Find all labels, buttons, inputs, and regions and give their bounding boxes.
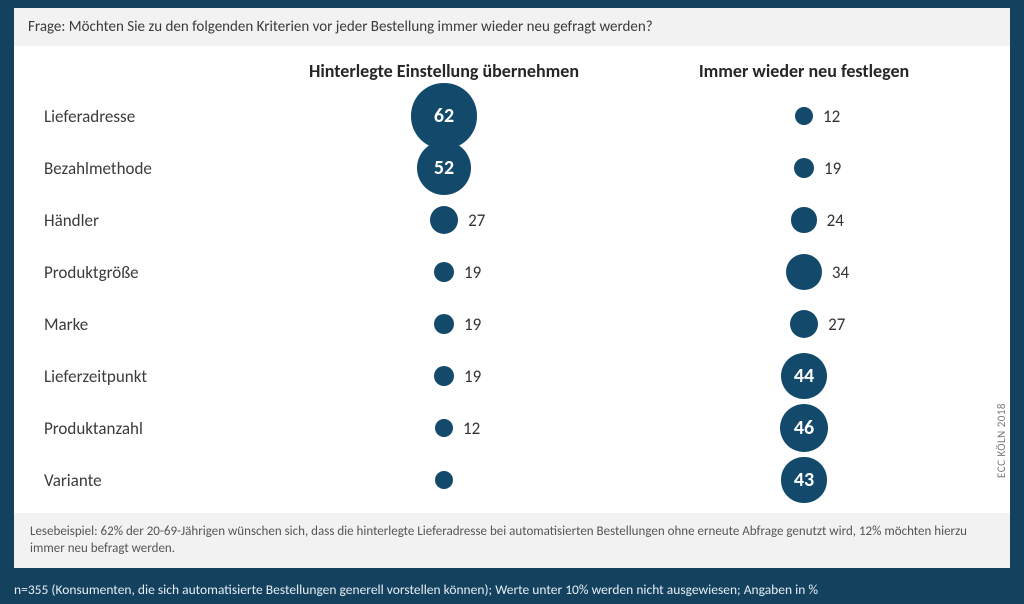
reading-example: Lesebeispiel: 62% der 20-69-Jährigen wün… <box>14 513 1010 568</box>
chart-row: Variante 43 <box>14 454 1010 506</box>
bubble-cell-left: 12 <box>264 419 624 437</box>
category-label: Lieferadresse <box>14 106 264 127</box>
bubble-value: 19 <box>464 262 481 283</box>
bubble: 44 <box>781 353 827 399</box>
chart-panel: Frage: Möchten Sie zu den folgenden Krit… <box>14 8 1010 568</box>
column-header-right: Immer wieder neu festlegen <box>624 60 984 82</box>
bubble <box>794 158 814 178</box>
bubble-value: 46 <box>794 416 814 440</box>
bubble-value: 27 <box>828 314 845 335</box>
column-header-left: Hinterlegte Einstellung übernehmen <box>264 60 624 82</box>
chart-row: Händler 27 24 <box>14 194 1010 246</box>
bubble-value: 27 <box>468 210 485 231</box>
bubble-value: 62 <box>434 104 454 128</box>
category-label: Produktgröße <box>14 262 264 283</box>
bubble: 43 <box>781 457 826 502</box>
bubble <box>790 310 818 338</box>
bubble: 62 <box>411 83 476 148</box>
bubble-cell-left: 27 <box>264 206 624 234</box>
bubble <box>434 366 454 386</box>
bubble-cell-right: 27 <box>624 310 984 338</box>
chart-row: Bezahlmethode 52 19 <box>14 142 1010 194</box>
bubble-cell-left: 19 <box>264 366 624 386</box>
bubble-value: 12 <box>463 418 480 439</box>
bubble-cell-right: 12 <box>624 107 984 125</box>
category-label: Lieferzeitpunkt <box>14 366 264 387</box>
bubble <box>786 254 822 290</box>
bubble <box>434 262 454 282</box>
bubble <box>795 107 813 125</box>
category-label: Händler <box>14 210 264 231</box>
bubble: 52 <box>417 141 472 196</box>
chart-row: Lieferadresse 62 12 <box>14 90 1010 142</box>
bubble: 46 <box>780 404 828 452</box>
bubble <box>435 471 453 489</box>
sample-note: n=355 (Konsumenten, die sich automatisie… <box>14 581 1010 598</box>
bubble-cell-right: 46 <box>624 404 984 452</box>
bubble <box>434 314 454 334</box>
bubble-value: 19 <box>464 314 481 335</box>
bubble <box>430 206 458 234</box>
bubble-cell-right: 43 <box>624 457 984 502</box>
bubble-cell-right: 34 <box>624 254 984 290</box>
bubble-value: 19 <box>824 158 841 179</box>
bubble-value: 43 <box>794 468 814 492</box>
bubble-value: 19 <box>464 366 481 387</box>
source-credit: ECC KÖLN 2018 <box>995 403 1008 478</box>
bubble-value: 34 <box>832 262 849 283</box>
bubble-value: 44 <box>794 364 814 388</box>
bubble-cell-right: 24 <box>624 207 984 232</box>
bubble-cell-left: 19 <box>264 262 624 282</box>
chart-row: Marke 19 27 <box>14 298 1010 350</box>
question-text: Frage: Möchten Sie zu den folgenden Krit… <box>14 8 1010 46</box>
bubble-cell-left: 19 <box>264 314 624 334</box>
bubble <box>791 207 816 232</box>
category-label: Marke <box>14 314 264 335</box>
chart-row: Produktgröße 19 34 <box>14 246 1010 298</box>
chart-row: Produktanzahl 12 46 <box>14 402 1010 454</box>
bubble-cell-right: 19 <box>624 158 984 178</box>
bubble <box>435 419 453 437</box>
category-label: Bezahlmethode <box>14 158 264 179</box>
category-label: Variante <box>14 470 264 491</box>
chart-row: Lieferzeitpunkt 19 44 <box>14 350 1010 402</box>
bubble-value: 52 <box>434 156 454 180</box>
bubble-cell-right: 44 <box>624 353 984 399</box>
bubble-cell-left: 52 <box>264 141 624 196</box>
category-label: Produktanzahl <box>14 418 264 439</box>
bubble-cell-left: 62 <box>264 83 624 148</box>
bubble-value: 12 <box>823 106 840 127</box>
column-headers: Hinterlegte Einstellung übernehmen Immer… <box>14 60 1010 82</box>
bubble-cell-left <box>264 471 624 489</box>
bubble-value: 24 <box>827 210 844 231</box>
chart-rows: Lieferadresse 62 12 Bezahlmethode 52 19 Händle… <box>14 90 1010 506</box>
